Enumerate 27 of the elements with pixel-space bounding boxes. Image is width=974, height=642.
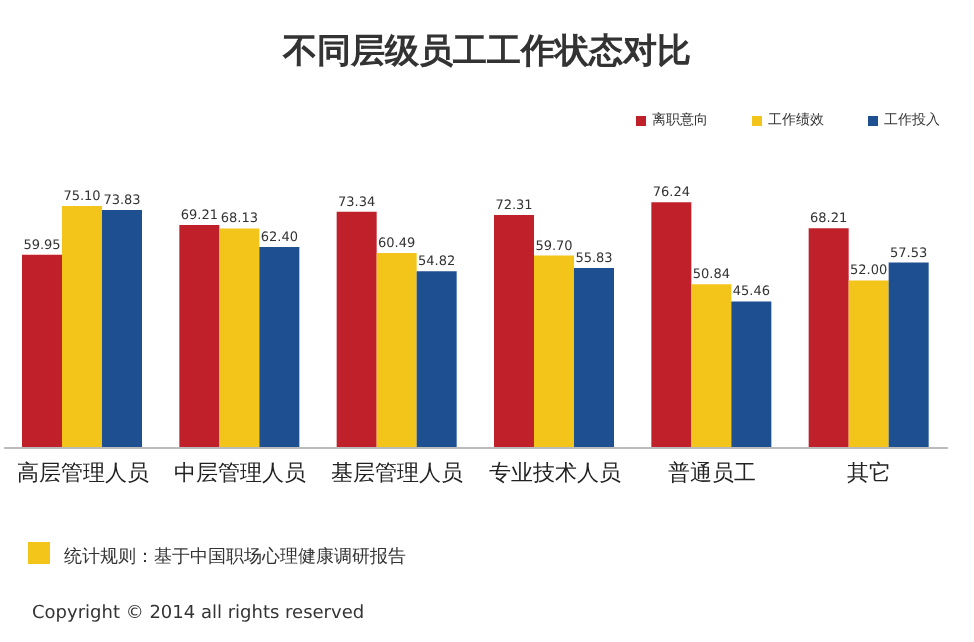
bar [494, 214, 534, 448]
bar [808, 228, 849, 448]
text: 统计规则：基于中国职场心理健康调研报告 [64, 545, 406, 570]
bar [731, 301, 772, 448]
bar [179, 224, 220, 448]
bar [651, 202, 692, 448]
bar [62, 205, 102, 448]
bar [259, 246, 300, 448]
bar [574, 268, 614, 448]
chart-title: 不同层级员工工作状态对比 [280, 30, 693, 74]
bar [22, 254, 62, 448]
bar [888, 262, 929, 448]
x-tick-label: 其它 [847, 459, 892, 486]
bar [102, 210, 142, 448]
x-tick-label: 中层管理人员 [174, 459, 306, 486]
x-tick-label: 高层管理人员 [16, 459, 149, 486]
bar [219, 228, 260, 448]
bar [534, 255, 574, 448]
bar [416, 271, 457, 448]
x-tick-label: 普通员工 [668, 459, 756, 486]
bar [336, 211, 377, 448]
bar [691, 284, 732, 448]
bar [848, 280, 889, 448]
text: Copyright © 2014 all rights reserved [32, 604, 365, 624]
x-tick-label: 专业技术人员 [488, 459, 621, 486]
bar [376, 253, 417, 448]
x-tick-label: 基层管理人员 [331, 459, 464, 486]
